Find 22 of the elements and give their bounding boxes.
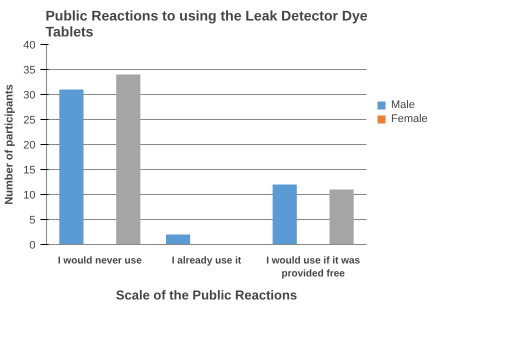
y-tick-label: 10: [23, 190, 36, 202]
y-tick-label: 25: [23, 114, 36, 126]
legend-label: Male: [391, 98, 415, 110]
legend-label: Female: [391, 112, 428, 124]
y-tick-label: 30: [23, 90, 36, 102]
bar: [272, 184, 297, 244]
y-tick-label: 40: [23, 40, 36, 52]
y-tick-label: 35: [23, 64, 36, 76]
x-tick-label: I would use if it was provided free: [266, 256, 361, 280]
bar: [330, 190, 354, 244]
bar: [166, 234, 190, 244]
y-tick-label: 15: [23, 164, 36, 176]
y-tick-label: 0: [29, 240, 36, 252]
chart-title: Public Reactions to using the Leak Detector Dye Tablets: [45, 8, 368, 40]
bar: [116, 74, 140, 244]
x-tick-label: I would never use: [58, 256, 142, 266]
y-axis-title: Number of participants: [3, 84, 16, 205]
y-tick-label: 5: [29, 214, 36, 226]
bar: [59, 90, 84, 244]
x-tick-label: I already use it: [172, 256, 242, 266]
y-tick-label: 20: [23, 140, 36, 152]
x-axis-title: Scale of the Public Reactions: [116, 288, 298, 303]
